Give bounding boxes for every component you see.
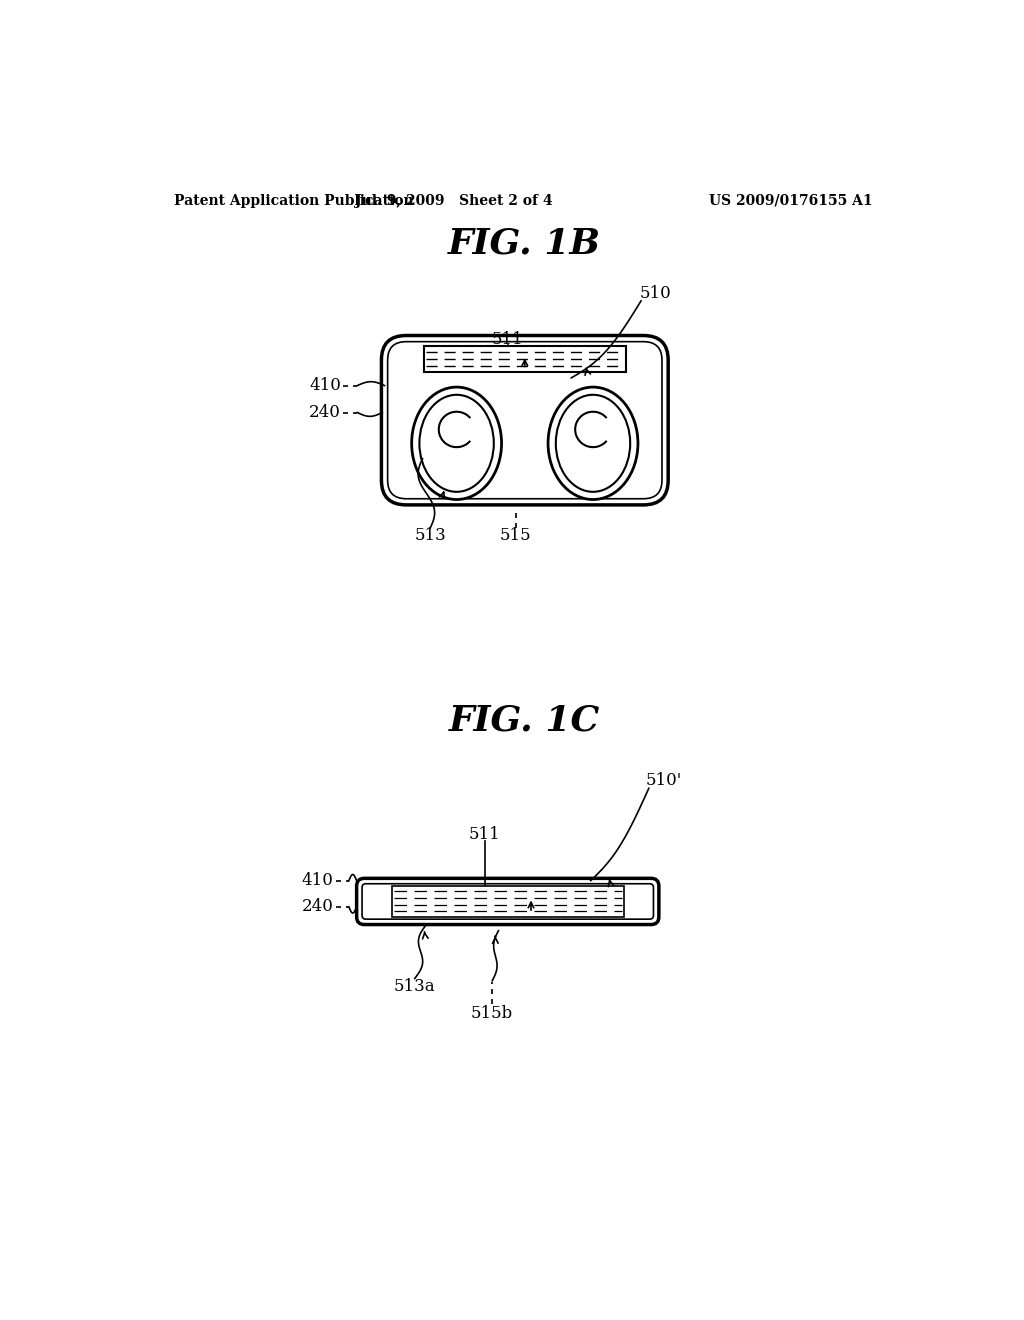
Text: 240: 240 (301, 899, 334, 915)
Text: FIG. 1B: FIG. 1B (449, 226, 601, 260)
Text: 513a: 513a (394, 978, 435, 995)
Text: US 2009/0176155 A1: US 2009/0176155 A1 (710, 194, 872, 207)
Bar (424, 346, 626, 372)
Text: 410: 410 (301, 873, 334, 890)
Text: 510: 510 (640, 285, 672, 302)
Ellipse shape (548, 387, 638, 499)
Text: 515b: 515b (471, 1005, 513, 1022)
FancyBboxPatch shape (356, 878, 658, 924)
Text: 513: 513 (415, 527, 446, 544)
Text: 511: 511 (492, 331, 523, 348)
Ellipse shape (556, 395, 630, 492)
Ellipse shape (412, 387, 502, 499)
Text: FIG. 1C: FIG. 1C (450, 704, 600, 738)
Text: 510': 510' (646, 772, 682, 789)
Bar (391, 886, 624, 917)
Text: 410: 410 (309, 378, 341, 395)
Text: Jul. 9, 2009   Sheet 2 of 4: Jul. 9, 2009 Sheet 2 of 4 (354, 194, 552, 207)
Text: 240: 240 (309, 404, 341, 421)
FancyBboxPatch shape (381, 335, 669, 506)
Text: 511: 511 (469, 826, 501, 843)
Ellipse shape (420, 395, 494, 492)
Text: 515: 515 (500, 527, 531, 544)
Text: Patent Application Publication: Patent Application Publication (174, 194, 414, 207)
